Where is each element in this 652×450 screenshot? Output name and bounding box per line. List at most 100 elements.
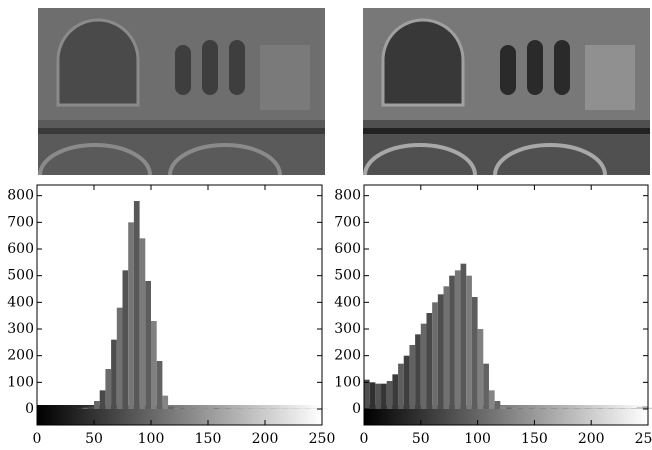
y-tick-label: 300	[334, 321, 361, 337]
y-tick-label: 200	[7, 348, 34, 364]
x-tick-label: 200	[252, 431, 279, 447]
y-tick-label: 800	[334, 188, 361, 204]
histogram-bar	[386, 381, 393, 409]
histogram-bar	[219, 407, 226, 409]
histogram-bar	[636, 406, 643, 409]
histogram-bar	[415, 334, 421, 409]
histogram-bar	[443, 286, 450, 409]
histogram-bar	[557, 408, 563, 409]
y-tick-label: 400	[334, 294, 361, 310]
histogram-bar	[392, 374, 399, 409]
y-tick-label: 500	[334, 268, 361, 284]
y-tick-label: 100	[7, 374, 34, 390]
y-tick-label: 400	[7, 294, 34, 310]
y-tick-label: 700	[7, 214, 34, 230]
histogram-bar	[545, 408, 552, 409]
histogram-bar	[540, 408, 546, 409]
histogram-bar	[517, 408, 524, 409]
histogram-bar	[534, 408, 541, 409]
histogram-bar	[483, 363, 489, 409]
histogram-bar	[398, 363, 404, 409]
histogram-bar	[585, 408, 592, 409]
histogram-bar	[551, 408, 558, 409]
x-tick-label: 100	[464, 431, 491, 447]
histogram-bar	[511, 408, 518, 409]
histogram-bar	[139, 238, 146, 409]
histogram-bar	[528, 408, 535, 409]
histogram-bar	[426, 313, 433, 409]
histogram-bar	[630, 408, 637, 409]
x-tick-label: 200	[578, 431, 605, 447]
y-tick-label: 300	[7, 321, 34, 337]
photo-equalized	[363, 8, 650, 176]
histogram-bar	[523, 408, 529, 409]
histogram-bar	[133, 201, 140, 409]
histogram-bar	[500, 406, 506, 409]
y-tick-label: 0	[352, 401, 361, 417]
histogram-bar	[613, 408, 620, 409]
histogram-bar	[579, 408, 586, 409]
histogram-bar	[420, 323, 427, 409]
histogram-bar	[111, 339, 117, 409]
histogram-bar	[471, 297, 478, 409]
axes-frame	[36, 184, 323, 426]
x-tick-label: 250	[309, 431, 336, 447]
y-tick-label: 100	[334, 374, 361, 390]
histogram-bar	[82, 407, 89, 409]
histogram-bar	[591, 408, 597, 409]
histogram-bar	[460, 263, 467, 409]
histogram-bar	[494, 401, 501, 409]
y-tick-label: 700	[334, 214, 361, 230]
histogram-bar	[116, 307, 123, 409]
histogram-bar	[432, 302, 438, 409]
histogram-bar	[506, 407, 512, 409]
histogram-bar	[562, 408, 569, 409]
histogram-bar	[409, 345, 416, 409]
histogram-bar	[449, 275, 455, 409]
histogram-bar	[94, 401, 100, 409]
histogram-bar	[381, 383, 387, 409]
histogram-bar	[162, 395, 169, 409]
x-tick-label: 0	[360, 431, 369, 447]
x-tick-label: 250	[635, 431, 652, 447]
histogram-bar	[477, 329, 484, 409]
histogram-bar	[375, 383, 382, 409]
histogram-bar	[168, 406, 174, 409]
histogram-bar	[642, 406, 648, 409]
histogram-bar	[364, 379, 370, 409]
histogram-bar	[99, 390, 106, 409]
x-tick-label: 50	[85, 431, 103, 447]
histogram-bar	[225, 408, 231, 409]
histogram-bar	[454, 270, 461, 409]
y-tick-label: 600	[7, 241, 34, 257]
y-tick-label: 0	[25, 401, 34, 417]
histogram-bar	[88, 406, 94, 409]
histogram-bar	[625, 408, 631, 409]
histogram-bar	[437, 294, 444, 409]
x-tick-label: 100	[138, 431, 165, 447]
histogram-bar	[648, 407, 652, 409]
histogram-bar	[105, 369, 112, 409]
histogram-bar	[466, 275, 472, 409]
x-tick-label: 150	[521, 431, 548, 447]
color-bar	[37, 405, 322, 425]
histogram-bar	[369, 382, 376, 409]
y-tick-label: 200	[334, 348, 361, 364]
histogram-bar	[574, 408, 580, 409]
y-tick-label: 600	[334, 241, 361, 257]
histogram-bar	[145, 281, 151, 409]
histogram-bar	[179, 408, 186, 409]
histogram-bar	[596, 408, 603, 409]
axes-frame	[363, 184, 649, 426]
histogram-bar	[173, 408, 180, 409]
photo-original	[38, 8, 325, 176]
histogram-bar	[602, 408, 609, 409]
histogram-bar	[568, 408, 575, 409]
histogram-bar	[122, 270, 129, 409]
x-tick-label: 150	[195, 431, 222, 447]
histogram-bar	[151, 321, 157, 409]
color-bar	[364, 405, 648, 425]
histogram-bar	[156, 361, 163, 409]
